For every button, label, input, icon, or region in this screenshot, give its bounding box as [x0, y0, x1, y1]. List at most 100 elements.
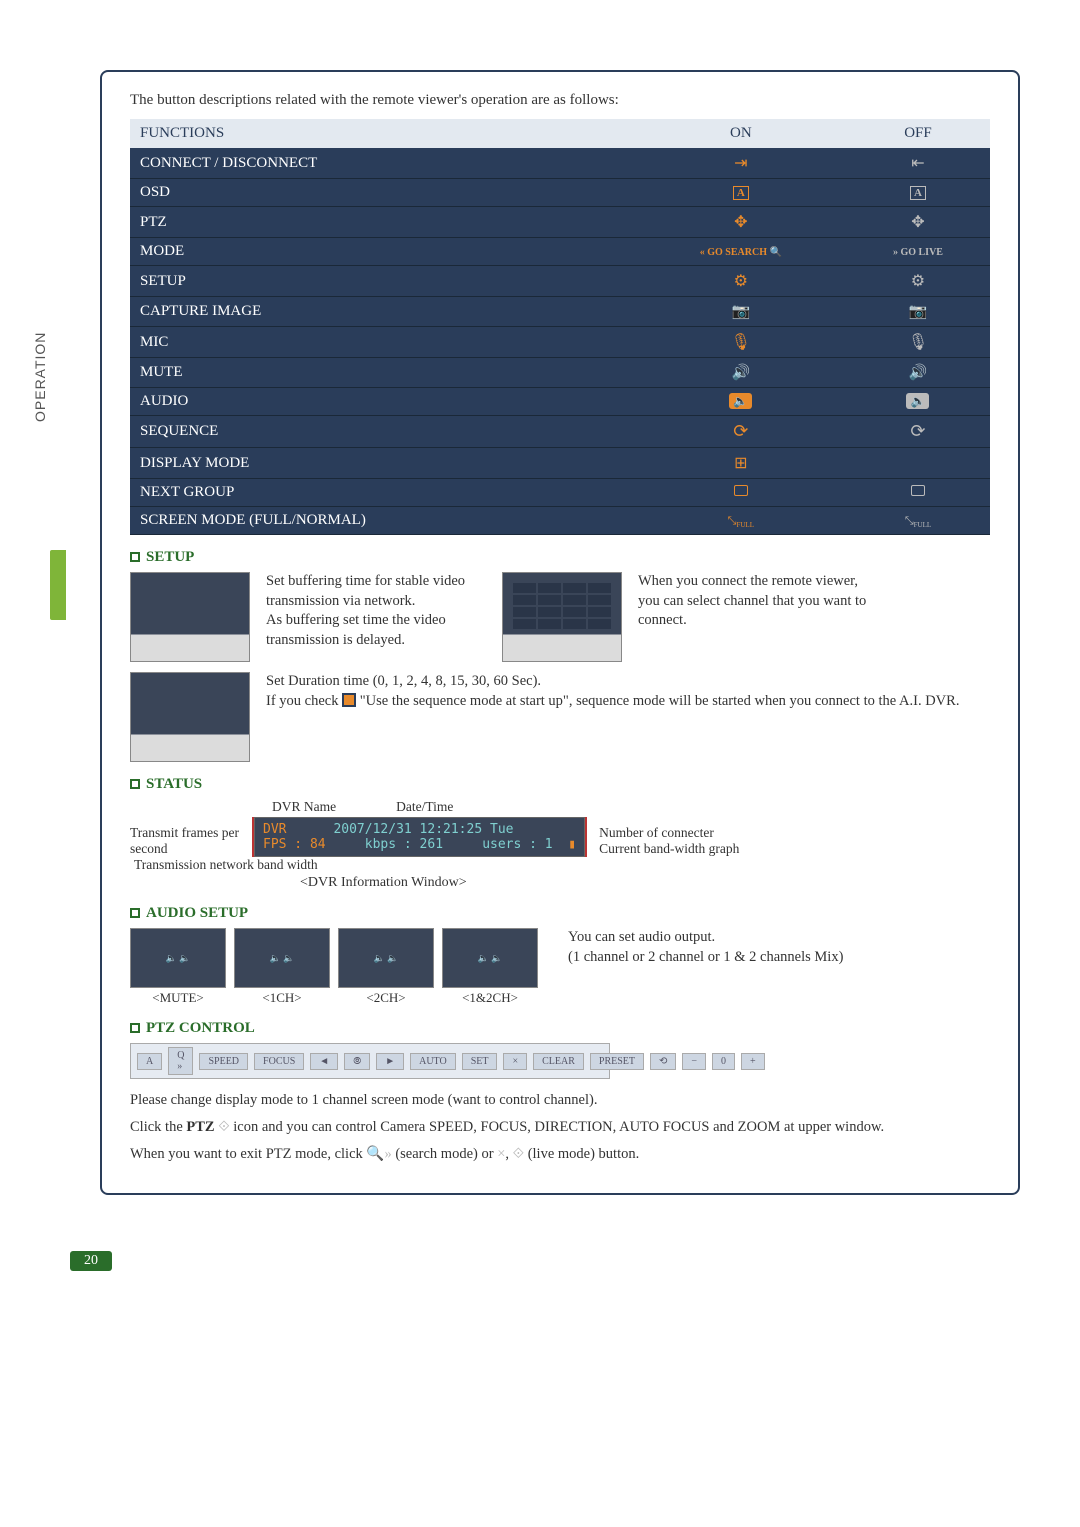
grid-on-icon: ⊞: [636, 448, 846, 479]
osd-off-icon: A: [846, 179, 990, 207]
table-row: PTZ✥✥: [130, 207, 990, 238]
ptz-on-icon: ✥: [636, 207, 846, 238]
setup-thumb-sequence: [130, 672, 250, 762]
close-icon: ×: [497, 1146, 505, 1162]
setup-text-sequence: Set Duration time (0, 1, 2, 4, 8, 15, 30…: [266, 672, 990, 711]
functions-table: FUNCTIONS ON OFF CONNECT / DISCONNECT⇥⇤O…: [130, 119, 990, 535]
setup-seq-line2b: "Use the sequence mode at start up", seq…: [360, 693, 960, 709]
audio-caption: <1CH>: [234, 990, 330, 1006]
func-name: MODE: [130, 238, 636, 266]
audio-caption: <1&2CH>: [442, 990, 538, 1006]
label-bandwidth: Transmission network band width: [134, 857, 990, 873]
audio-heading-text: AUDIO SETUP: [146, 905, 248, 921]
ptz-p1: Please change display mode to 1 channel …: [130, 1089, 990, 1111]
status-diagram: Transmit frames per second DVR Name Date…: [130, 799, 990, 891]
func-name: SCREEN MODE (FULL/NORMAL): [130, 507, 636, 535]
table-row: MIC🎙🎙: [130, 327, 990, 358]
live-mode-icon: ⟐: [513, 1146, 524, 1162]
camera-off-icon: 📷: [846, 297, 990, 327]
label-fps: Transmit frames per second: [130, 825, 240, 857]
blank-icon: [846, 448, 990, 479]
audio-caption: <MUTE>: [130, 990, 226, 1006]
dvr-name-value: DVR: [263, 822, 286, 837]
setup-row-2: Set Duration time (0, 1, 2, 4, 8, 15, 30…: [130, 672, 990, 762]
ptz-p2b: PTZ: [186, 1119, 214, 1135]
mic-on-icon: 🎙: [636, 327, 846, 358]
func-name: CAPTURE IMAGE: [130, 297, 636, 327]
next-off-icon: [846, 479, 990, 507]
audio-thumb: 🔈 🔈: [338, 928, 434, 988]
table-row: NEXT GROUP: [130, 479, 990, 507]
ptz-p3b: (search mode) or: [395, 1146, 497, 1162]
page-frame: OPERATION The button descriptions relate…: [100, 70, 1020, 1195]
ptz-bar-segment: −: [682, 1053, 706, 1070]
dvr-fps-value: FPS : 84: [263, 837, 326, 852]
ptz-bar-segment: AUTO: [410, 1053, 456, 1070]
func-name: AUDIO: [130, 388, 636, 416]
th-off: OFF: [846, 119, 990, 148]
mode-off-icon: » GO LIVE: [846, 238, 990, 266]
ptz-p2: Click the PTZ ⟐ icon and you can control…: [130, 1116, 990, 1139]
audio-desc: You can set audio output. (1 channel or …: [568, 928, 990, 967]
func-name: NEXT GROUP: [130, 479, 636, 507]
setup-seq-line1: Set Duration time (0, 1, 2, 4, 8, 15, 30…: [266, 673, 541, 689]
label-datetime: Date/Time: [396, 799, 453, 815]
status-left-labels: Transmit frames per second: [130, 799, 240, 857]
setup-heading-text: SETUP: [146, 549, 194, 565]
setup-text-channel: When you connect the remote viewer, you …: [638, 572, 868, 631]
ptz-p2c: icon and you can control Camera SPEED, F…: [233, 1119, 884, 1135]
func-name: DISPLAY MODE: [130, 448, 636, 479]
ptz-p3a: When you want to exit PTZ mode, click: [130, 1146, 366, 1162]
ptz-p3: When you want to exit PTZ mode, click 🔍»…: [130, 1143, 990, 1165]
audio-caption: <2CH>: [338, 990, 434, 1006]
ptz-p3c: (live mode) button.: [528, 1146, 640, 1162]
dvr-kbps-value: kbps : 261: [365, 837, 443, 852]
checkbox-icon: [342, 693, 356, 707]
th-functions: FUNCTIONS: [130, 119, 636, 148]
ptz-bar-segment: +: [741, 1053, 765, 1070]
ptz-bar-segment: ⦾: [344, 1053, 370, 1070]
table-row: AUDIO🔈🔈: [130, 388, 990, 416]
speaker-on-icon: 🔈: [636, 388, 846, 416]
ptz-heading-text: PTZ CONTROL: [146, 1020, 255, 1036]
ptz-bar-segment: ◄: [310, 1053, 338, 1070]
func-name: OSD: [130, 179, 636, 207]
table-row: MODE« GO SEARCH 🔍» GO LIVE: [130, 238, 990, 266]
func-name: PTZ: [130, 207, 636, 238]
intro-text: The button descriptions related with the…: [130, 92, 990, 109]
audio-thumb: 🔈 🔈: [442, 928, 538, 988]
full-off-icon: ⤡FULL: [846, 507, 990, 535]
dvr-info-window: DVR 2007/12/31 12:21:25 Tue FPS : 84 kbp…: [254, 817, 585, 857]
ptz-bar-segment: A: [137, 1053, 162, 1070]
mode-on-icon: « GO SEARCH 🔍: [636, 238, 846, 266]
side-label: OPERATION: [32, 332, 48, 422]
table-row: MUTE🔊🔊: [130, 358, 990, 388]
section-status-heading: STATUS: [130, 776, 990, 793]
ptz-bar-segment: FOCUS: [254, 1053, 304, 1070]
status-caption: <DVR Information Window>: [300, 875, 990, 891]
ptz-bar-segment: PRESET: [590, 1053, 644, 1070]
setup-thumb-channel: [502, 572, 622, 662]
th-on: ON: [636, 119, 846, 148]
table-row: CONNECT / DISCONNECT⇥⇤: [130, 148, 990, 179]
ptz-bar-segment: 0: [712, 1053, 735, 1070]
seq-on-icon: ⟳: [636, 416, 846, 448]
audio-thumb: 🔈 🔈: [234, 928, 330, 988]
connect-on-icon: ⇥: [636, 148, 846, 179]
func-name: MIC: [130, 327, 636, 358]
dvr-datetime-value: 2007/12/31 12:21:25 Tue: [333, 822, 513, 837]
label-users: Number of connecter: [599, 825, 739, 841]
page-number: 20: [70, 1251, 112, 1271]
ptz-icon: ⟐: [218, 1116, 229, 1138]
table-row: SEQUENCE⟳⟳: [130, 416, 990, 448]
dvr-users-value: users : 1: [482, 837, 552, 852]
section-ptz-heading: PTZ CONTROL: [130, 1020, 990, 1037]
audio-row: 🔈 🔈<MUTE>🔈 🔈<1CH>🔈 🔈<2CH>🔈 🔈<1&2CH> You …: [130, 928, 990, 1006]
ptz-bar-segment: SPEED: [199, 1053, 248, 1070]
func-name: MUTE: [130, 358, 636, 388]
setup-text-buffer: Set buffering time for stable video tran…: [266, 572, 486, 650]
status-right-labels: Number of connecter Current band-width g…: [599, 799, 739, 857]
mute-on-icon: 🔊: [636, 358, 846, 388]
speaker-off-icon: 🔈: [846, 388, 990, 416]
func-name: CONNECT / DISCONNECT: [130, 148, 636, 179]
